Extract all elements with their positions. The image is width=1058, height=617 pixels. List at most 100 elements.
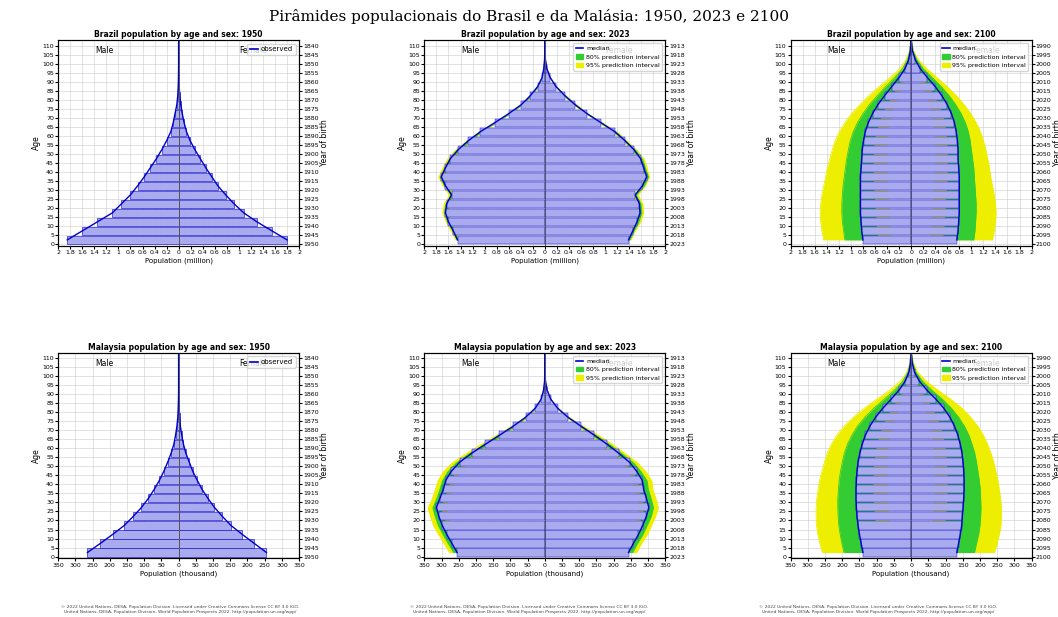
Bar [179,531,242,539]
Bar [911,110,951,118]
Bar [911,431,957,439]
Bar [911,83,935,91]
X-axis label: Population (million): Population (million) [877,258,945,264]
Bar [545,521,642,529]
Bar [179,512,222,521]
Bar [179,200,234,208]
Text: © 2022 United Nations, DESA, Population Division. Licensed under Creative Common: © 2022 United Nations, DESA, Population … [409,605,649,614]
Bar [545,539,634,547]
Bar [911,227,959,235]
Bar [911,449,962,457]
Text: Male: Male [95,359,113,368]
Bar [911,91,942,99]
Text: Male: Male [827,359,845,368]
Text: Female: Female [972,359,1000,368]
Bar [449,218,545,226]
Bar [542,73,545,81]
Bar [166,136,179,145]
Bar [545,386,547,394]
Bar [177,101,179,109]
Bar [179,182,218,190]
Bar [544,386,545,394]
Bar [911,191,960,199]
Bar [545,449,619,457]
Bar [162,146,179,154]
Bar [545,91,565,99]
Bar [440,494,545,502]
Bar [122,200,179,208]
Bar [545,467,637,475]
Bar [179,209,243,217]
Bar [174,118,179,126]
Bar [445,476,545,484]
Bar [856,486,911,494]
Bar [911,476,964,484]
Bar [882,404,911,412]
Y-axis label: Year of birth: Year of birth [687,120,696,167]
Bar [179,449,186,457]
Bar [911,531,961,539]
Bar [911,404,944,412]
Bar [535,404,545,412]
Bar [861,227,911,235]
Bar [179,110,182,118]
Bar [179,191,225,199]
Bar [905,64,911,73]
Bar [911,200,960,208]
Text: Female: Female [239,359,268,368]
Bar [124,521,179,529]
Bar [157,155,179,163]
Bar [911,146,959,154]
Bar [495,118,545,126]
Bar [911,422,954,430]
Bar [441,173,545,181]
Legend: observed: observed [247,44,295,55]
Legend: median, 80% prediction interval, 95% prediction interval: median, 80% prediction interval, 95% pre… [573,356,662,383]
Bar [911,164,959,172]
Bar [899,73,911,81]
Bar [545,422,581,430]
Bar [541,395,545,404]
Text: Female: Female [239,46,268,56]
Bar [861,218,911,226]
Bar [865,431,911,439]
Bar [469,136,545,145]
Bar [177,422,179,430]
Title: Brazil population by age and sex: 2023: Brazil population by age and sex: 2023 [460,30,630,39]
Text: Pirâmides populacionais do Brasil e da Malásia: 1950, 2023 e 2100: Pirâmides populacionais do Brasil e da M… [269,9,789,24]
Bar [863,549,911,557]
Bar [179,128,186,136]
Bar [452,539,545,547]
Bar [911,458,963,466]
Bar [911,521,962,529]
Y-axis label: Age: Age [765,448,773,463]
Text: © 2022 United Nations, DESA, Population Division. Licensed under Creative Common: © 2022 United Nations, DESA, Population … [759,605,998,614]
Bar [545,200,639,208]
Y-axis label: Age: Age [32,448,41,463]
Bar [856,476,911,484]
Bar [446,531,545,539]
Bar [179,227,272,235]
Bar [445,164,545,172]
Bar [911,467,964,475]
Bar [530,91,545,99]
Title: Brazil population by age and sex: 2100: Brazil population by age and sex: 2100 [826,30,996,39]
Bar [870,422,911,430]
Bar [865,128,911,136]
Bar [856,494,911,502]
Bar [446,200,545,208]
Bar [911,549,956,557]
Bar [869,118,911,126]
Bar [545,146,634,154]
Bar [911,64,920,73]
Bar [911,359,912,367]
Bar [179,155,200,163]
Bar [545,227,633,235]
Bar [911,413,950,421]
Bar [68,236,179,244]
Bar [545,503,649,511]
Bar [452,467,545,475]
Y-axis label: Age: Age [398,136,407,151]
Y-axis label: Age: Age [398,448,407,463]
Legend: median, 80% prediction interval, 95% prediction interval: median, 80% prediction interval, 95% pre… [573,43,662,70]
